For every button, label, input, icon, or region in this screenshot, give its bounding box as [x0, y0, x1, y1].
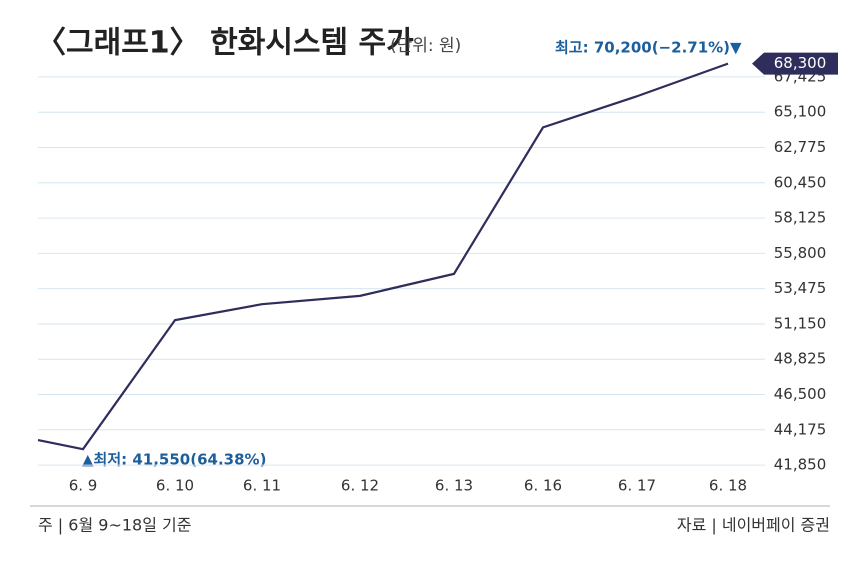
low-annotation: ▲최저: 41,550(64.38%) — [82, 451, 266, 469]
y-tick-label: 51,150 — [774, 314, 827, 332]
x-tick-label: 6. 17 — [618, 477, 656, 495]
x-tick-label: 6. 10 — [156, 477, 194, 495]
chart-subtitle: (단위: 원) — [390, 36, 461, 56]
high-annotation: 최고: 70,200(−2.71%)▼ — [555, 39, 742, 57]
footer-right: 자료 | 네이버페이 증권 — [677, 516, 830, 535]
y-tick-label: 58,125 — [774, 209, 827, 227]
x-tick-label: 6. 16 — [524, 477, 562, 495]
y-tick-label: 65,100 — [774, 103, 827, 121]
x-tick-label: 6. 11 — [243, 477, 281, 495]
y-tick-label: 62,775 — [774, 138, 827, 156]
value-badge: 68,300 — [752, 52, 838, 75]
y-tick-label: 41,850 — [774, 456, 827, 474]
x-tick-label: 6. 18 — [709, 477, 747, 495]
y-tick-label: 48,825 — [774, 350, 827, 368]
x-tick-label: 6. 12 — [341, 477, 379, 495]
x-tick-label: 6. 9 — [69, 477, 98, 495]
value-label: 68,300 — [774, 54, 827, 72]
x-tick-label: 6. 13 — [435, 477, 473, 495]
y-tick-label: 55,800 — [774, 244, 827, 262]
badge-shape — [752, 52, 838, 75]
footer-left: 주 | 6월 9~18일 기준 — [38, 516, 191, 535]
y-tick-label: 53,475 — [774, 279, 827, 297]
line — [37, 62, 729, 451]
chart-title: 〈그래프1〉 한화시스템 주가 — [36, 26, 414, 61]
y-tick-label: 60,450 — [774, 173, 827, 191]
y-tick-label: 44,175 — [774, 420, 827, 438]
y-tick-label: 46,500 — [774, 385, 827, 403]
